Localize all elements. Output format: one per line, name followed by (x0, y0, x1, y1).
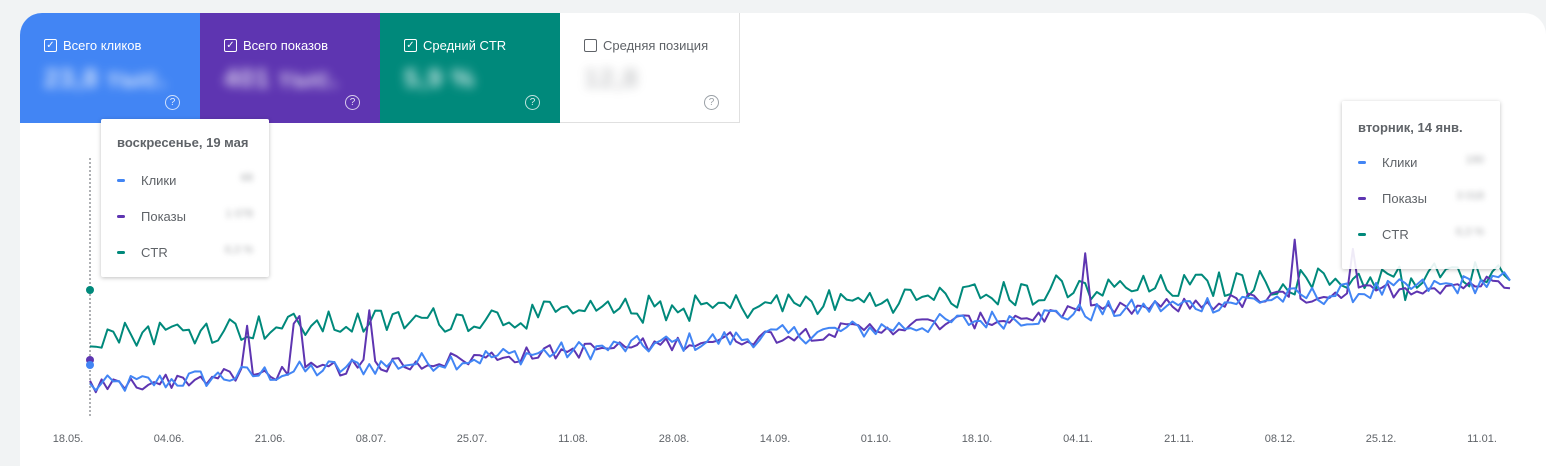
checkbox-checked-icon[interactable]: ✓ (44, 39, 57, 52)
x-tick-label: 18.05. (53, 433, 84, 445)
tooltip-date: воскресенье, 19 мая (117, 135, 249, 150)
x-axis: 18.05. 04.06. 21.06. 08.07. 25.07. 11.08. 28.0… (53, 433, 1497, 445)
checkbox-checked-icon[interactable]: ✓ (404, 39, 417, 52)
x-tick-label: 04.11. (1063, 433, 1093, 445)
performance-line-chart: 18.05. 04.06. 21.06. 08.07. 25.07. 11.08. 28.0… (53, 158, 1511, 445)
x-tick-label: 11.08. (558, 433, 588, 445)
tooltip-row-value: 68 (240, 172, 253, 184)
x-tick-label: 08.12. (1265, 433, 1296, 445)
x-tick-label: 14.09. (760, 433, 791, 445)
legend-swatch-clicks (1358, 160, 1366, 164)
x-tick-label: 08.07. (356, 433, 387, 445)
tooltip-date: вторник, 14 янв. (1358, 120, 1463, 135)
legend-swatch-ctr (117, 250, 125, 254)
help-icon[interactable]: ? (165, 95, 180, 110)
help-icon[interactable]: ? (704, 95, 719, 110)
tooltip-row-ctr: CTR (1358, 226, 1409, 242)
series-line-ctr (89, 261, 1511, 349)
tooltip-row-impressions: Показы (1358, 190, 1427, 206)
x-tick-label: 18.10. (962, 433, 993, 445)
tooltip-row-value: 190 (1465, 154, 1484, 166)
metric-tile-impressions[interactable]: ✓ Всего показов 401 тыс. ? (200, 13, 380, 123)
metric-value: 12,8 (584, 63, 639, 93)
x-tick-label: 21.06. (255, 433, 286, 445)
checkbox-unchecked-icon[interactable] (584, 39, 597, 52)
series-layer (89, 238, 1511, 394)
tooltip-row-label: CTR (1382, 226, 1409, 242)
legend-swatch-clicks (117, 178, 125, 182)
tooltip-row-label: Клики (141, 172, 177, 188)
metric-label: Всего кликов (63, 38, 142, 53)
metric-tile-clicks[interactable]: ✓ Всего кликов 23,8 тыс. ? (20, 13, 200, 123)
tooltip-row-label: Показы (1382, 190, 1427, 206)
performance-card: 18.05. 04.06. 21.06. 08.07. 25.07. 11.08. 28.0… (20, 13, 1546, 466)
metric-label: Средняя позиция (603, 38, 709, 53)
tooltip-row-value: 1 078 (225, 208, 253, 220)
legend-swatch-impressions (117, 214, 125, 218)
x-tick-label: 04.06. (154, 433, 185, 445)
metric-value: 5,9 % (404, 63, 476, 93)
x-tick-label: 01.10. (861, 433, 892, 445)
tooltip-row-label: Клики (1382, 154, 1418, 170)
checkbox-checked-icon[interactable]: ✓ (224, 39, 237, 52)
tooltip-end-date: вторник, 14 янв. Клики 190 Показы 3 018 … (1342, 101, 1500, 269)
tooltip-row-impressions: Показы (117, 208, 186, 224)
metric-label: Всего показов (243, 38, 328, 53)
x-tick-label: 28.08. (659, 433, 690, 445)
x-tick-label: 21.11. (1164, 433, 1194, 445)
metric-label: Средний CTR (423, 38, 507, 53)
metric-tile-ctr[interactable]: ✓ Средний CTR 5,9 % ? (380, 13, 560, 123)
legend-swatch-impressions (1358, 196, 1366, 200)
x-tick-label: 25.07. (457, 433, 488, 445)
tooltip-row-clicks: Клики (117, 172, 176, 188)
tooltip-start-date: воскресенье, 19 мая Клики 68 Показы 1 07… (101, 119, 269, 277)
metric-value: 401 тыс. (224, 63, 340, 93)
tooltip-row-value: 6,3 % (1455, 226, 1484, 238)
tooltip-row-value: 6,3 % (224, 244, 253, 256)
tooltip-row-label: CTR (141, 244, 168, 260)
metric-tiles: ✓ Всего кликов 23,8 тыс. ? ✓ Всего показов… (20, 13, 740, 123)
metric-value: 23,8 тыс. (44, 63, 168, 93)
x-tick-label: 25.12. (1366, 433, 1397, 445)
help-icon[interactable]: ? (345, 95, 360, 110)
tooltip-row-value: 3 018 (1456, 190, 1484, 202)
hover-point-ctr (86, 286, 94, 294)
metric-tile-position[interactable]: Средняя позиция 12,8 ? (560, 13, 740, 123)
tooltip-row-clicks: Клики (1358, 154, 1417, 170)
series-line-clicks (89, 271, 1511, 392)
hover-point-clicks (86, 361, 94, 369)
legend-swatch-ctr (1358, 232, 1366, 236)
help-icon[interactable]: ? (525, 95, 540, 110)
tooltip-row-label: Показы (141, 208, 186, 224)
tooltip-row-ctr: CTR (117, 244, 168, 260)
x-tick-label: 11.01. (1467, 433, 1497, 445)
